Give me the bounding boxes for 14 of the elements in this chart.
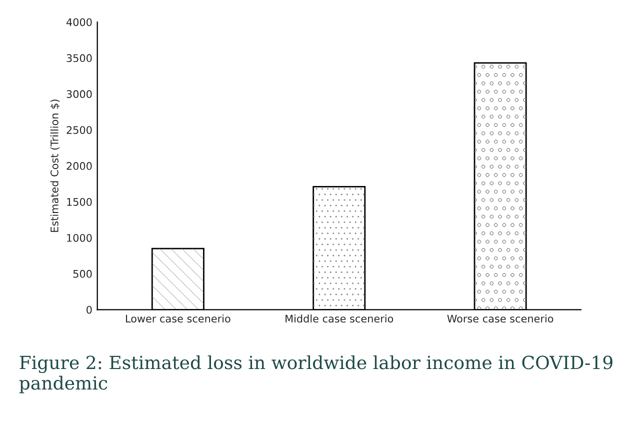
y-tick-label: 3500 [66,54,92,62]
y-tick-label: 500 [73,270,92,278]
y-tick-label: 0 [86,306,92,314]
caption: Figure 2: Estimated loss in worldwide labor income in COVID-19 pandemic [19,355,612,394]
y-tick-label: 1000 [67,234,92,242]
y-tick-label: 4000 [66,18,92,26]
y-tick-label: 1500 [67,198,92,206]
y-tick-label: 2500 [66,126,92,134]
x-tick-label: Lower case scenerio [126,314,230,323]
y-tick-label: 3000 [66,90,92,98]
y-axis-title: Estimated Cost (Trillion $) [50,100,60,232]
x-tick-label: Worse case scenerio [447,314,554,323]
x-tick-label: Middle case scenerio [286,314,394,323]
y-tick-label: 2000 [66,162,92,170]
